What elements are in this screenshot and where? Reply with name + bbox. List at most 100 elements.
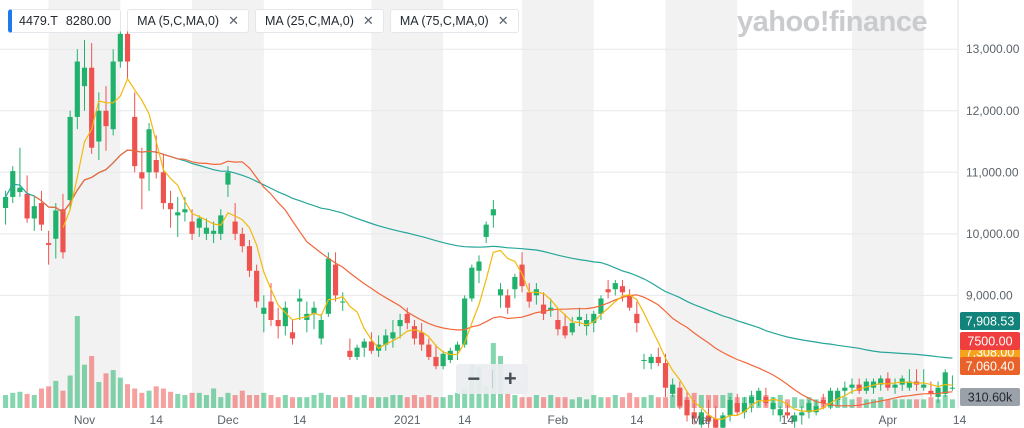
x-tick-label: 14 — [953, 413, 967, 427]
candle-body — [340, 302, 345, 303]
volume-bar — [96, 382, 101, 408]
candle-body — [613, 283, 618, 289]
zoom-controls: − + — [456, 364, 528, 394]
close-icon[interactable]: ✕ — [363, 13, 374, 29]
candle-body — [118, 34, 123, 62]
candle-body — [476, 262, 481, 271]
volume-bar — [75, 316, 80, 408]
volume-bar — [885, 399, 890, 408]
candle-body — [261, 308, 266, 314]
volume-bar — [570, 399, 575, 408]
candle-body — [763, 397, 768, 403]
candle-body — [842, 388, 847, 391]
candle-body — [670, 385, 675, 394]
zoom-out-button[interactable]: − — [456, 364, 492, 394]
ticker-chip[interactable]: 4479.T 8280.00 — [8, 9, 121, 33]
volume-bar — [319, 393, 324, 408]
candle-body — [771, 403, 776, 409]
candle-body — [53, 210, 58, 238]
volume-bar — [17, 392, 22, 408]
candle-body — [111, 62, 116, 130]
volume-bar — [355, 397, 360, 408]
candle-body — [412, 326, 417, 338]
y-tick-label: 12,000.00 — [966, 104, 1020, 118]
candle-body — [240, 234, 245, 246]
ma5-chip[interactable]: MA (5,C,MA,0) ✕ — [127, 9, 249, 33]
ticker-symbol: 4479.T — [19, 14, 58, 28]
candle-body — [139, 172, 144, 178]
legend-bar: 4479.T 8280.00 MA (5,C,MA,0) ✕ MA (25,C,M… — [8, 9, 519, 33]
volume-bar — [326, 395, 331, 408]
volume-bar — [634, 397, 639, 408]
x-tick-label: Feb — [548, 413, 569, 427]
volume-bar — [900, 399, 905, 408]
volume-bar — [3, 395, 8, 408]
volume-bar — [534, 395, 539, 408]
candle-body — [892, 385, 897, 388]
volume-bar — [878, 397, 883, 408]
candle-body — [89, 68, 94, 148]
candle-body — [921, 385, 926, 388]
candle-body — [620, 286, 625, 292]
candle-body — [168, 203, 173, 209]
ma25-badge: 7,060.40 — [966, 360, 1015, 374]
ma75-label: MA (75,C,MA,0) — [400, 14, 489, 28]
candle-body — [75, 62, 80, 117]
week-band — [665, 0, 737, 408]
candle-body — [297, 298, 302, 301]
volume-bar — [53, 381, 58, 408]
candle-body — [333, 265, 338, 296]
close-icon[interactable]: ✕ — [228, 13, 239, 29]
candle-body — [570, 323, 575, 332]
volume-bars — [3, 316, 955, 408]
volume-bar — [82, 365, 87, 408]
volume-bar — [118, 378, 123, 408]
ma75-chip[interactable]: MA (75,C,MA,0) ✕ — [390, 9, 519, 33]
candle-body — [900, 378, 905, 384]
candle-body — [46, 243, 51, 245]
ma75-badge: 7,908.53 — [966, 315, 1015, 329]
ma25-chip[interactable]: MA (25,C,MA,0) ✕ — [255, 9, 384, 33]
volume-bar — [233, 395, 238, 408]
volume-bar — [376, 397, 381, 408]
volume-bar — [68, 376, 73, 408]
x-tick-label: 2021 — [394, 413, 421, 427]
candle-body — [577, 317, 582, 320]
volume-bar — [283, 395, 288, 408]
close-icon[interactable]: ✕ — [498, 13, 509, 29]
candle-body — [943, 372, 948, 394]
volume-bar — [247, 395, 252, 408]
x-tick-label: Nov — [74, 413, 95, 427]
candle-body — [3, 197, 8, 208]
candle-body — [103, 111, 108, 126]
candle-body — [727, 400, 732, 415]
candle-body — [290, 332, 295, 338]
zoom-in-button[interactable]: + — [493, 364, 529, 394]
volume-bar — [505, 393, 510, 408]
volume-bar — [656, 397, 661, 408]
volume-badge: 310.60k — [968, 391, 1013, 405]
volume-bar — [649, 395, 654, 408]
volume-bar — [555, 397, 560, 408]
candle-body — [398, 320, 403, 326]
candle-body — [491, 209, 496, 215]
y-tick-label: 9,000.00 — [966, 288, 1013, 302]
x-tick-label: 14 — [630, 413, 644, 427]
volume-bar — [161, 389, 166, 408]
volume-bar — [168, 392, 173, 408]
week-band — [192, 0, 264, 408]
volume-bar — [627, 393, 632, 408]
volume-bar — [548, 395, 553, 408]
candle-body — [354, 348, 359, 357]
volume-bar — [907, 399, 912, 408]
candle-body — [197, 218, 202, 227]
candle-body — [649, 357, 654, 363]
volume-bar — [225, 393, 230, 408]
candle-body — [276, 320, 281, 326]
volume-bar — [520, 397, 525, 408]
x-tick-label: 14 — [781, 413, 795, 427]
volume-bar — [670, 395, 675, 408]
volume-bar — [448, 395, 453, 408]
candle-body — [656, 357, 661, 363]
volume-bar — [921, 399, 926, 408]
